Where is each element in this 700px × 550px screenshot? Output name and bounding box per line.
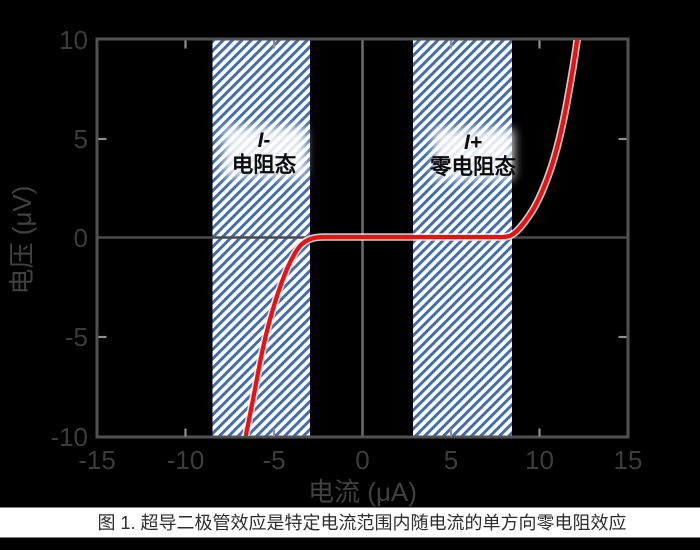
positive-region-label-line1: I+ [464, 131, 482, 154]
caption-band [0, 507, 700, 538]
y-tick-label: -10 [50, 422, 88, 452]
x-tick-label: -10 [167, 445, 205, 475]
iv-curve [241, 40, 581, 436]
plot-frame [95, 37, 630, 439]
figure-caption: 图 1. 超导二极管效应是特定电流范围内随电流的单方向零电阻效应 [97, 513, 626, 533]
y-axis-label: 电压 (μV) [7, 186, 37, 295]
x-tick-label: 5 [444, 445, 458, 475]
y-tick-label: 0 [74, 223, 88, 253]
tick-marks [98, 40, 627, 437]
x-tick-label: -15 [78, 445, 116, 475]
x-tick-label: 0 [355, 445, 369, 475]
x-tick-label: -5 [262, 445, 285, 475]
negative-region-label-line1: I- [258, 129, 271, 152]
region-labels: I- 电阻态 I+ 零电阻态 [224, 127, 516, 179]
x-tick-label: 10 [525, 445, 554, 475]
x-tick-label: 15 [614, 445, 643, 475]
positive-region-label-box [434, 129, 514, 179]
y-tick-label: 5 [74, 124, 88, 154]
negative-region-label-box [224, 127, 306, 177]
negative-region-label-line2: 电阻态 [232, 152, 297, 177]
iv-curve-line [243, 40, 580, 436]
x-tick-labels: -15 -10 -5 0 5 10 15 [78, 445, 642, 475]
y-tick-label: -5 [65, 322, 88, 352]
positive-region-label-line2: 零电阻态 [429, 154, 517, 179]
x-axis-label: 电流 (μA) [308, 477, 417, 507]
y-tick-label: 10 [59, 25, 88, 55]
y-tick-labels: 10 5 0 -5 -10 [50, 25, 88, 452]
